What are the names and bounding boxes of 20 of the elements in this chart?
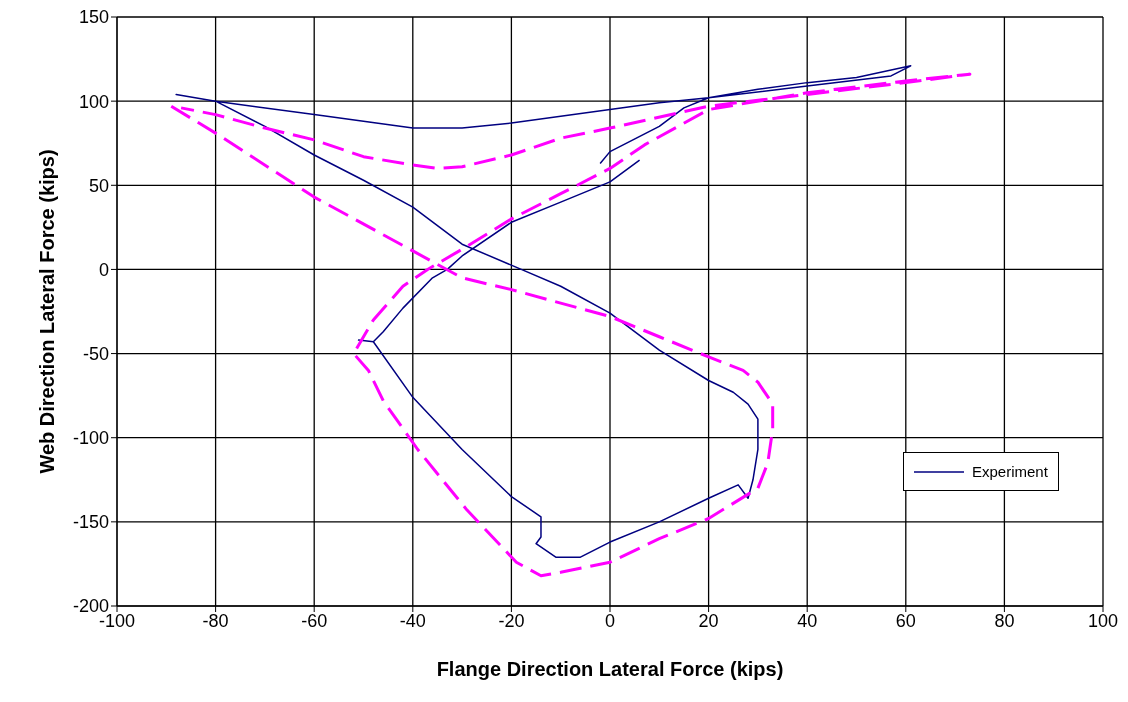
y-tick-label: -150 [72,512,109,533]
x-tick-label: 40 [797,610,818,631]
y-axis-title: Web Direction Lateral Force (kips) [36,149,59,474]
y-tick-label: 100 [78,91,109,112]
x-tick-label: -40 [399,610,426,631]
x-tick-label: -60 [301,610,328,631]
x-tick-label: 20 [698,610,719,631]
x-tick-label: -80 [202,610,229,631]
y-tick-label: -100 [72,428,109,449]
y-tick-label: 150 [78,7,109,28]
legend-label: Experiment [972,463,1048,480]
x-tick-label: 0 [604,610,616,631]
x-tick-label: 60 [895,610,916,631]
x-tick-label: 80 [994,610,1015,631]
y-tick-label: -50 [82,343,109,364]
x-tick-label: 100 [1087,610,1119,631]
x-tick-label: -20 [498,610,525,631]
x-axis-title: Flange Direction Lateral Force (kips) [436,658,784,680]
y-tick-label: 50 [88,175,109,196]
y-tick-label: 0 [98,259,109,280]
